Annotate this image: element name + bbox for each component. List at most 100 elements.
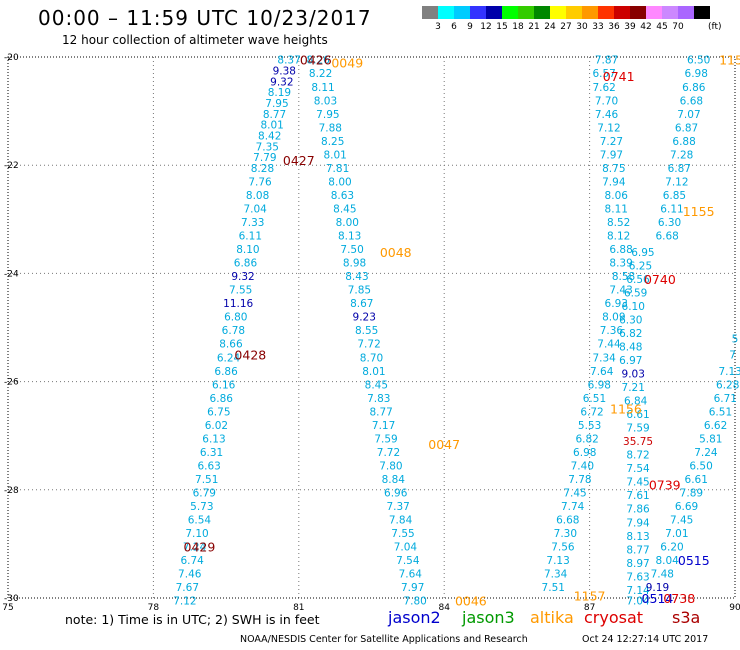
wave-height-value: 8.45 [365,379,388,391]
wave-height-value: 6.68 [655,231,678,243]
wave-height-value: 8.12 [607,231,630,243]
colorbar-tick: 9 [467,22,473,32]
wave-height-value: 6.87 [675,122,698,134]
wave-height-value: 6.11 [660,203,683,215]
wave-height-value: 6.02 [205,420,228,432]
wave-height-value: 7.61 [626,490,649,502]
lon-tick-label: 87 [584,603,595,613]
wave-height-value: 7.04 [394,542,418,554]
wave-height-value: 7.13 [718,366,740,378]
colorbar-unit: (ft) [708,22,722,32]
wave-height-value: 6.11 [239,231,262,243]
wave-height-value: 6.86 [210,393,234,405]
wave-height-value: 6.69 [675,501,698,513]
colorbar-swatch [534,6,550,19]
wave-height-value: 8.01 [260,120,283,132]
wave-height-value: 7.72 [357,339,380,351]
wave-height-value: 7.45 [670,515,693,527]
wave-height-value: 6.30 [619,314,642,326]
wave-height-value: 8.77 [626,544,649,556]
wave-height-value: 9.32 [270,76,293,88]
wave-height-value: 8.11 [605,203,628,215]
track-t3: 7.876.57 7.627.70 7.467.12 7.277.97 8.757.94… [542,55,636,594]
wave-height-value: 7.54 [626,463,650,475]
wave-height-value: 7.56 [551,542,575,554]
wave-height-value: 7.17 [372,420,395,432]
wave-height-value: 6.61 [685,474,708,486]
wave-height-value: 5.53 [578,420,601,432]
wave-height-value: 8.25 [321,136,344,148]
wave-height-value: 7.51 [195,474,218,486]
colorbar-tick: 24 [544,22,556,32]
wave-height-value: 7.86 [626,504,650,516]
wave-height-value: 7.64 [399,569,423,581]
wave-height-value: 7.24 [183,542,207,554]
wave-height-value: 8.72 [626,450,649,462]
colorbar-tick: 30 [576,22,588,32]
wave-height-value: 7.79 [253,152,276,164]
colorbar-swatch [678,6,694,19]
wave-height-value: 7.28 [670,149,693,161]
wave-height-value: 7.97 [401,582,424,594]
wave-height-value: 8.48 [619,341,642,353]
pass-time-label: 0426 [300,53,332,68]
wave-height-value: 8.67 [350,298,373,310]
page-subtitle: 12 hour collection of altimeter wave hei… [62,33,328,47]
pass-time-label: 0048 [380,245,412,260]
wave-height-value: 7.12 [665,176,688,188]
wave-height-value: 6.98 [588,379,611,391]
wave-height-value: 6.28 [716,379,739,391]
wave-height-value: 6.51 [583,393,606,405]
wave-height-value: 7.45 [563,488,586,500]
colorbar-swatch [566,6,582,19]
wave-height-value: 6.50 [689,460,712,472]
lat-tick-label: -30 [4,594,19,604]
wave-height-value: 6.96 [384,488,408,500]
wave-height-value: 7.40 [571,460,594,472]
wave-height-value: 7.64 [590,366,614,378]
lon-tick-label: 75 [2,603,13,613]
map-border [7,56,736,599]
wave-height-value: 8.52 [607,217,630,229]
wave-height-value: 7.35 [256,141,279,153]
wave-height-value: 8.13 [338,231,361,243]
wave-height-value: 7.30 [554,528,577,540]
pass-time-label: 0427 [283,153,315,168]
colorbar-tick: 27 [560,22,572,32]
pass-time-label: 1157 [574,588,606,603]
wave-height-value: 6.95 [631,247,654,259]
wave-height-value: 6.20 [660,542,683,554]
pass-time-label: 1156 [610,402,642,417]
wave-height-value: 8.77 [263,109,286,121]
wave-height-value: 7.59 [374,433,397,445]
pass-time-label: 0515 [678,553,710,568]
wave-height-value: 8.00 [336,217,359,229]
wave-height-value: 8.26 [306,55,330,67]
wave-height-value: 7.55 [229,285,252,297]
colorbar-ticks: 3 6 9 12 15 18 21 24 27 30 33 36 39 42 45 70 [422,22,740,34]
lat-tick-label: -26 [4,378,19,388]
wave-height-value: 7.59 [626,423,649,435]
wave-height-value: 6.59 [624,287,647,299]
wave-height-value: 6.82 [619,328,642,340]
legend-s3a: s3a [672,608,701,627]
wave-height-value: 6.80 [224,312,247,324]
wave-height-value: 6.54 [188,515,212,527]
wave-height-value: 9.23 [353,312,376,324]
wave-height-value: 8.39 [609,258,632,270]
wave-height-value: 6.25 [629,260,652,272]
wave-height-value: 7.95 [265,98,288,110]
wave-height-value: 8.42 [258,130,281,142]
wave-height-value: 5.73 [190,501,213,513]
pass-time-label: 0429 [184,540,216,555]
colorbar-swatch [550,6,566,19]
wave-height-value: 8.55 [355,325,378,337]
pass-time-label: 0739 [649,477,681,492]
wave-height-value: 8.28 [251,163,274,175]
wave-height-value: 6.93 [605,298,628,310]
wave-height-value: 7.50 [340,244,363,256]
wave-height-value: 7.37 [386,501,409,513]
wave-height-value: 8.10 [236,244,259,256]
wave-height-value: 8.01 [362,366,385,378]
